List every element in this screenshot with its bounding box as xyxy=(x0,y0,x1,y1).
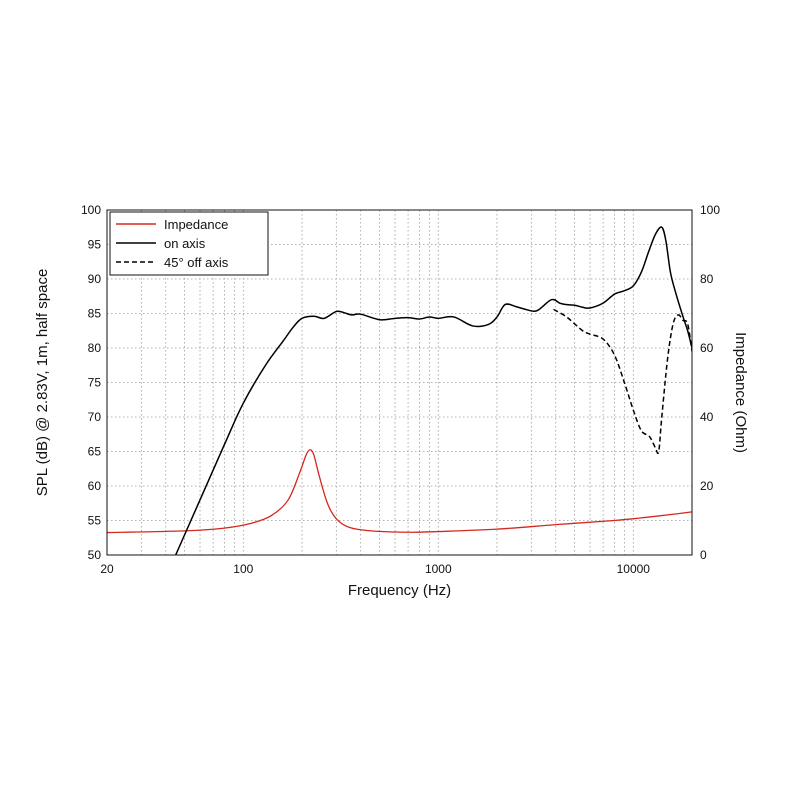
legend-label: 45° off axis xyxy=(164,255,229,270)
y-right-tick-label: 0 xyxy=(700,548,707,562)
legend: Impedance on axis 45° off axis xyxy=(109,211,269,276)
y-left-tick-label: 65 xyxy=(88,445,102,459)
ticks: 20 100 1000 1000050556065707580859095100020… xyxy=(81,203,720,576)
y-right-axis-title: Impedance (Ohm) xyxy=(732,332,749,453)
x-tick-label: 1000 xyxy=(425,562,452,576)
plot-frame xyxy=(106,209,693,556)
x-tick-label: 100 xyxy=(233,562,253,576)
y-left-tick-label: 55 xyxy=(88,514,102,528)
y-left-tick-label: 100 xyxy=(81,203,101,217)
x-axis-title: Frequency (Hz) xyxy=(348,582,451,599)
y-left-tick-label: 80 xyxy=(88,341,102,355)
series-line-impedance xyxy=(107,449,692,534)
x-tick-label: 20 xyxy=(100,562,114,576)
y-left-axis-title: SPL (dB) @ 2.83V, 1m, half space xyxy=(34,269,51,497)
y-left-tick-label: 60 xyxy=(88,479,102,493)
y-left-tick-label: 50 xyxy=(88,548,102,562)
series-line-on-axis xyxy=(174,226,692,555)
y-right-tick-label: 80 xyxy=(700,272,714,286)
legend-label: Impedance xyxy=(164,217,228,232)
y-left-tick-label: 85 xyxy=(88,307,102,321)
y-right-tick-label: 100 xyxy=(700,203,720,217)
y-right-tick-label: 60 xyxy=(700,341,714,355)
series-layer xyxy=(107,226,692,555)
y-right-tick-label: 40 xyxy=(700,410,714,424)
y-left-tick-label: 95 xyxy=(88,238,102,252)
legend-label: on axis xyxy=(164,236,206,251)
x-tick-label: 10000 xyxy=(617,562,651,576)
y-left-tick-label: 90 xyxy=(88,272,102,286)
y-right-tick-label: 20 xyxy=(700,479,714,493)
y-left-tick-label: 75 xyxy=(88,376,102,390)
y-left-tick-label: 70 xyxy=(88,410,102,424)
